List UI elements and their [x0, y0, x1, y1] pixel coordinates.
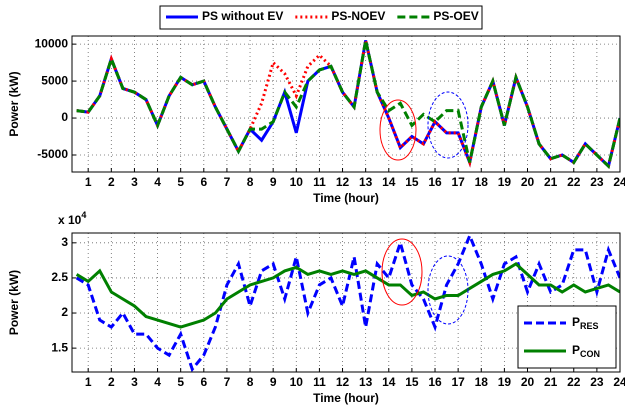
x-tick-label: 17: [451, 375, 465, 389]
x-tick-label: 4: [154, 375, 161, 389]
x-tick-label: 22: [567, 175, 581, 189]
x-tick-label: 16: [428, 375, 442, 389]
legend-subscript: RES: [580, 321, 599, 331]
series-group: [75, 233, 620, 372]
legend-box: [517, 305, 617, 369]
x-tick-label: 11: [313, 175, 326, 189]
x-tick-label: 23: [590, 175, 604, 189]
x-tick-label: 21: [544, 175, 558, 189]
x-tick-label: 2: [108, 375, 115, 389]
x-axis-label: Time (hour): [313, 391, 379, 405]
x-tick-label: 24: [613, 375, 625, 389]
plot-area: [72, 36, 620, 172]
x-tick-label: 1: [85, 175, 92, 189]
axis-multiplier: x 104: [58, 210, 86, 227]
x-tick-label: 14: [382, 175, 396, 189]
x-tick-label: 12: [336, 175, 350, 189]
legend-label: PRES: [572, 315, 599, 331]
x-tick-label: 6: [200, 175, 207, 189]
x-tick-label: 17: [451, 175, 465, 189]
annotations: [379, 91, 469, 325]
x-tick-label: 13: [359, 375, 373, 389]
y-tick-label: 5000: [41, 73, 68, 87]
series-line: [76, 40, 620, 169]
legend-name: P: [572, 315, 580, 329]
x-tick-label: 20: [521, 375, 535, 389]
x-axis-label: Time (hour): [313, 191, 379, 205]
x-tick-label: 10: [290, 375, 304, 389]
x-tick-label: 3: [131, 375, 138, 389]
highlight-ellipse: [381, 238, 423, 306]
highlight-ellipse: [427, 91, 469, 159]
x-tick-label: 19: [498, 375, 512, 389]
x-tick-label: 21: [544, 375, 558, 389]
plot-frame: [71, 232, 621, 373]
x-tick-label: 18: [475, 175, 489, 189]
x-tick-label: 14: [382, 375, 396, 389]
series-group: [76, 40, 620, 169]
x-tick-label: 15: [405, 375, 419, 389]
x-tick-label: 7: [224, 375, 231, 389]
y-tick-label: 1.5: [51, 340, 68, 354]
x-tick-label: 23: [590, 375, 604, 389]
x-tick-label: 2: [108, 175, 115, 189]
x-tick-label: 4: [154, 175, 161, 189]
legend-name: P: [572, 343, 580, 357]
y-tick-label: 2.5: [51, 270, 68, 284]
x-tick-label: 3: [131, 175, 138, 189]
multiplier-base: x 10: [58, 213, 82, 227]
highlight-ellipse: [427, 255, 469, 325]
x-tick-label: 12: [336, 375, 350, 389]
x-tick-label: 20: [521, 175, 535, 189]
x-tick-label: 24: [613, 175, 625, 189]
x-tick-label: 18: [475, 375, 489, 389]
y-tick-label: 2: [61, 305, 68, 319]
x-tick-label: 13: [359, 175, 373, 189]
series-line: [75, 262, 620, 329]
y-tick-label: 10000: [35, 36, 69, 50]
x-tick-label: 10: [290, 175, 304, 189]
x-tick-label: 11: [313, 375, 326, 389]
y-tick-label: 0: [61, 110, 68, 124]
x-tick-label: 1: [85, 375, 92, 389]
plot-frame: [71, 35, 621, 173]
x-tick-label: 8: [247, 175, 254, 189]
legend-label: PS-OEV: [433, 9, 478, 23]
x-tick-label: 5: [177, 175, 184, 189]
x-tick-label: 5: [177, 375, 184, 389]
x-tick-label: 15: [405, 175, 419, 189]
y-tick-label: 3: [61, 235, 68, 249]
y-tick-label: -5000: [37, 147, 68, 161]
x-tick-label: 9: [270, 175, 277, 189]
x-tick-label: 6: [200, 375, 207, 389]
legend-subscript: CON: [580, 349, 600, 359]
legend-label: PS-NOEV: [331, 9, 385, 23]
legend-label: PS without EV: [202, 9, 283, 23]
y-axis-label: Power (kW): [7, 71, 21, 136]
x-tick-label: 7: [224, 175, 231, 189]
legend-label: PCON: [572, 343, 600, 359]
x-tick-label: 19: [498, 175, 512, 189]
x-tick-label: 9: [270, 375, 277, 389]
series-line: [75, 233, 620, 372]
x-tick-label: 8: [247, 375, 254, 389]
x-tick-label: 22: [567, 375, 581, 389]
multiplier-exponent: 4: [81, 210, 86, 220]
y-axis-label: Power (kW): [7, 270, 21, 335]
highlight-ellipse: [379, 99, 417, 161]
x-tick-label: 16: [428, 175, 442, 189]
